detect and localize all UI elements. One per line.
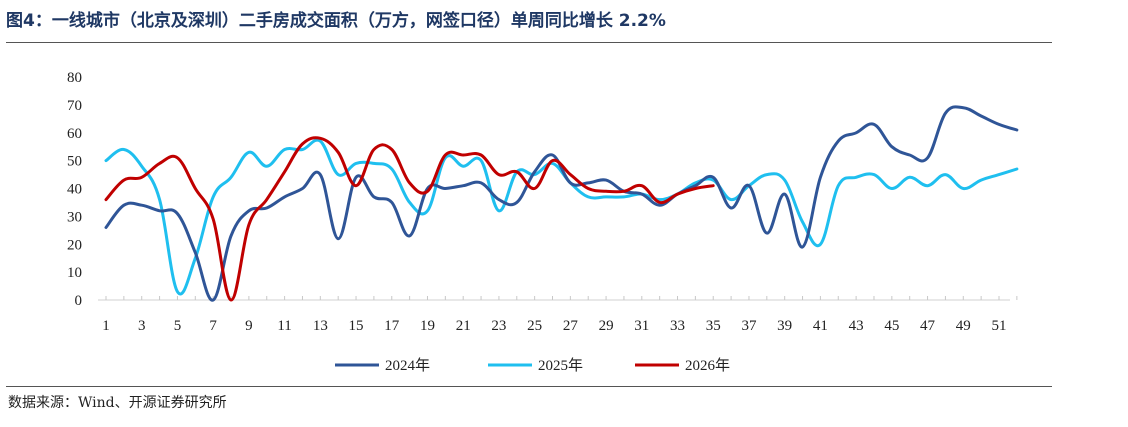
x-tick-label: 11 bbox=[277, 318, 291, 334]
y-tick-label: 50 bbox=[67, 154, 82, 170]
x-tick-label: 7 bbox=[209, 318, 217, 334]
x-tick-label: 23 bbox=[491, 318, 506, 334]
x-tick-label: 27 bbox=[563, 318, 579, 334]
x-tick-label: 5 bbox=[174, 318, 182, 334]
title-divider bbox=[6, 42, 1052, 43]
x-tick-label: 51 bbox=[992, 318, 1007, 334]
y-tick-label: 40 bbox=[67, 182, 82, 198]
y-tick-label: 30 bbox=[67, 209, 82, 225]
legend-label-2: 2025年 bbox=[538, 357, 583, 374]
footer-divider bbox=[6, 386, 1052, 387]
x-tick-label: 1 bbox=[102, 318, 110, 334]
x-tick-label: 21 bbox=[456, 318, 471, 334]
x-tick-label: 13 bbox=[313, 318, 328, 334]
x-tick-label: 15 bbox=[349, 318, 364, 334]
x-tick-label: 49 bbox=[956, 318, 971, 334]
x-tick-label: 41 bbox=[813, 318, 828, 334]
x-tick-label: 29 bbox=[599, 318, 614, 334]
y-tick-label: 80 bbox=[67, 70, 82, 86]
x-tick-label: 19 bbox=[420, 318, 435, 334]
series-line-2 bbox=[104, 138, 1019, 296]
y-tick-label: 20 bbox=[67, 237, 82, 253]
x-tick-label: 25 bbox=[527, 318, 542, 334]
source-note: 数据来源：Wind、开源证券研究所 bbox=[8, 395, 227, 411]
series-line-1 bbox=[104, 105, 1019, 302]
y-tick-label: 60 bbox=[67, 126, 82, 142]
x-tick-label: 45 bbox=[884, 318, 899, 334]
x-tick-label: 47 bbox=[920, 318, 936, 334]
y-tick-label: 10 bbox=[67, 265, 82, 281]
x-tick-label: 31 bbox=[634, 318, 649, 334]
x-tick-label: 3 bbox=[138, 318, 146, 334]
chart-title: 图4：一线城市（北京及深圳）二手房成交面积（万方，网签口径）单周同比增长 2.2… bbox=[6, 11, 666, 31]
x-tick-label: 9 bbox=[245, 318, 253, 334]
x-tick-label: 37 bbox=[741, 318, 757, 334]
series-line-3 bbox=[104, 136, 715, 302]
x-tick-label: 43 bbox=[849, 318, 864, 334]
x-tick-label: 33 bbox=[670, 318, 685, 334]
x-tick-label: 17 bbox=[384, 318, 400, 334]
y-tick-label: 70 bbox=[67, 98, 82, 114]
x-tick-label: 39 bbox=[777, 318, 792, 334]
x-tick-label: 35 bbox=[706, 318, 721, 334]
legend-label-1: 2024年 bbox=[385, 357, 430, 374]
y-tick-label: 0 bbox=[75, 293, 83, 309]
legend-label-3: 2026年 bbox=[685, 357, 730, 374]
